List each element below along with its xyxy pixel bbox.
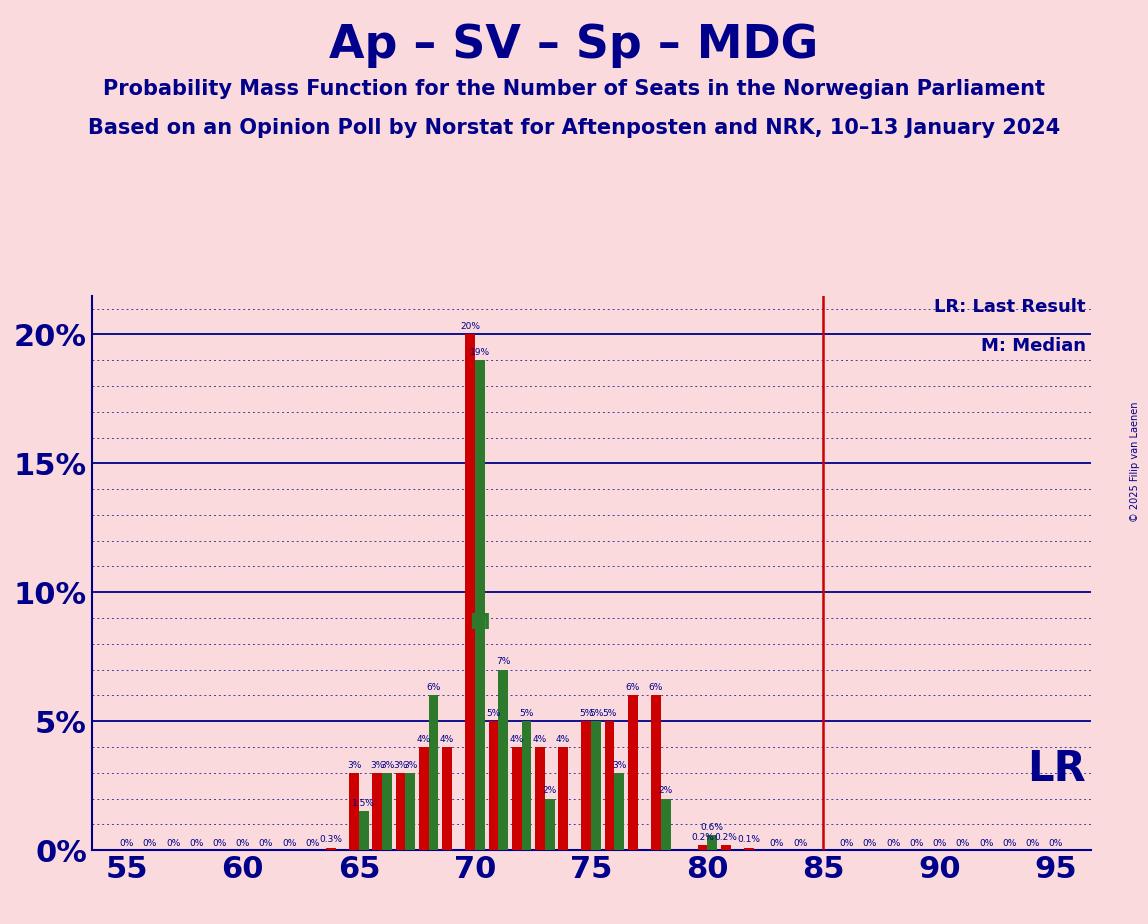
- Text: 6%: 6%: [426, 683, 441, 692]
- Text: 0%: 0%: [909, 839, 924, 848]
- Text: © 2025 Filip van Laenen: © 2025 Filip van Laenen: [1130, 402, 1140, 522]
- Bar: [651, 696, 661, 850]
- Text: 5%: 5%: [589, 709, 604, 718]
- Bar: [512, 747, 521, 850]
- Text: 0%: 0%: [166, 839, 180, 848]
- Text: 3%: 3%: [394, 760, 408, 770]
- Text: 4%: 4%: [556, 735, 571, 744]
- Text: 4%: 4%: [417, 735, 430, 744]
- Bar: [521, 721, 532, 850]
- Bar: [558, 747, 568, 850]
- Text: Ap – SV – Sp – MDG: Ap – SV – Sp – MDG: [329, 23, 819, 68]
- Bar: [396, 772, 405, 850]
- Bar: [628, 696, 637, 850]
- Text: 0%: 0%: [1002, 839, 1016, 848]
- Text: M: M: [470, 613, 490, 633]
- Text: 0.2%: 0.2%: [714, 833, 737, 842]
- Text: 0%: 0%: [932, 839, 947, 848]
- Text: 4%: 4%: [533, 735, 546, 744]
- Text: 0%: 0%: [142, 839, 157, 848]
- Text: 0.1%: 0.1%: [737, 835, 760, 845]
- Text: 0%: 0%: [119, 839, 134, 848]
- Text: 5%: 5%: [579, 709, 594, 718]
- Bar: [545, 798, 554, 850]
- Bar: [744, 847, 754, 850]
- Text: 6%: 6%: [626, 683, 639, 692]
- Text: 0%: 0%: [258, 839, 273, 848]
- Text: 4%: 4%: [510, 735, 523, 744]
- Bar: [475, 360, 484, 850]
- Text: 0.6%: 0.6%: [700, 822, 723, 832]
- Bar: [661, 798, 670, 850]
- Text: 6%: 6%: [649, 683, 664, 692]
- Text: 3%: 3%: [403, 760, 418, 770]
- Bar: [419, 747, 428, 850]
- Bar: [698, 845, 707, 850]
- Bar: [605, 721, 614, 850]
- Text: 19%: 19%: [470, 348, 490, 357]
- Text: 0%: 0%: [770, 839, 784, 848]
- Text: 0%: 0%: [1025, 839, 1040, 848]
- Text: LR: LR: [1026, 748, 1086, 789]
- Text: 5%: 5%: [519, 709, 534, 718]
- Text: 0%: 0%: [839, 839, 854, 848]
- Text: 0%: 0%: [212, 839, 227, 848]
- Text: 2%: 2%: [659, 786, 673, 796]
- Text: 0%: 0%: [235, 839, 250, 848]
- Text: Probability Mass Function for the Number of Seats in the Norwegian Parliament: Probability Mass Function for the Number…: [103, 79, 1045, 99]
- Text: 0.3%: 0.3%: [319, 835, 342, 845]
- Text: Based on an Opinion Poll by Norstat for Aftenposten and NRK, 10–13 January 2024: Based on an Opinion Poll by Norstat for …: [88, 118, 1060, 139]
- Bar: [614, 772, 625, 850]
- Bar: [465, 334, 475, 850]
- Bar: [721, 845, 730, 850]
- Text: 0%: 0%: [979, 839, 993, 848]
- Text: 0%: 0%: [189, 839, 203, 848]
- Text: LR: Last Result: LR: Last Result: [934, 298, 1086, 316]
- Text: 3%: 3%: [347, 760, 362, 770]
- Text: 2%: 2%: [543, 786, 557, 796]
- Text: 7%: 7%: [496, 658, 511, 666]
- Text: 20%: 20%: [460, 322, 480, 332]
- Text: 4%: 4%: [440, 735, 455, 744]
- Text: 5%: 5%: [603, 709, 616, 718]
- Bar: [498, 670, 509, 850]
- Text: 0.2%: 0.2%: [691, 833, 714, 842]
- Text: 0%: 0%: [955, 839, 970, 848]
- Text: 0%: 0%: [1048, 839, 1063, 848]
- Text: M: Median: M: Median: [980, 337, 1086, 355]
- Bar: [428, 696, 439, 850]
- Bar: [535, 747, 545, 850]
- Text: 1.5%: 1.5%: [352, 799, 375, 808]
- Bar: [405, 772, 416, 850]
- Bar: [582, 721, 591, 850]
- Bar: [442, 747, 452, 850]
- Text: 0%: 0%: [863, 839, 877, 848]
- Text: 3%: 3%: [380, 760, 394, 770]
- Text: 3%: 3%: [370, 760, 385, 770]
- Text: 0%: 0%: [793, 839, 807, 848]
- Bar: [489, 721, 498, 850]
- Text: 0%: 0%: [282, 839, 296, 848]
- Bar: [382, 772, 391, 850]
- Text: 0%: 0%: [886, 839, 900, 848]
- Bar: [326, 847, 335, 850]
- Bar: [591, 721, 600, 850]
- Text: 5%: 5%: [487, 709, 501, 718]
- Text: 3%: 3%: [612, 760, 627, 770]
- Bar: [359, 811, 369, 850]
- Text: 0%: 0%: [305, 839, 319, 848]
- Bar: [349, 772, 359, 850]
- Bar: [372, 772, 382, 850]
- Bar: [707, 834, 718, 850]
